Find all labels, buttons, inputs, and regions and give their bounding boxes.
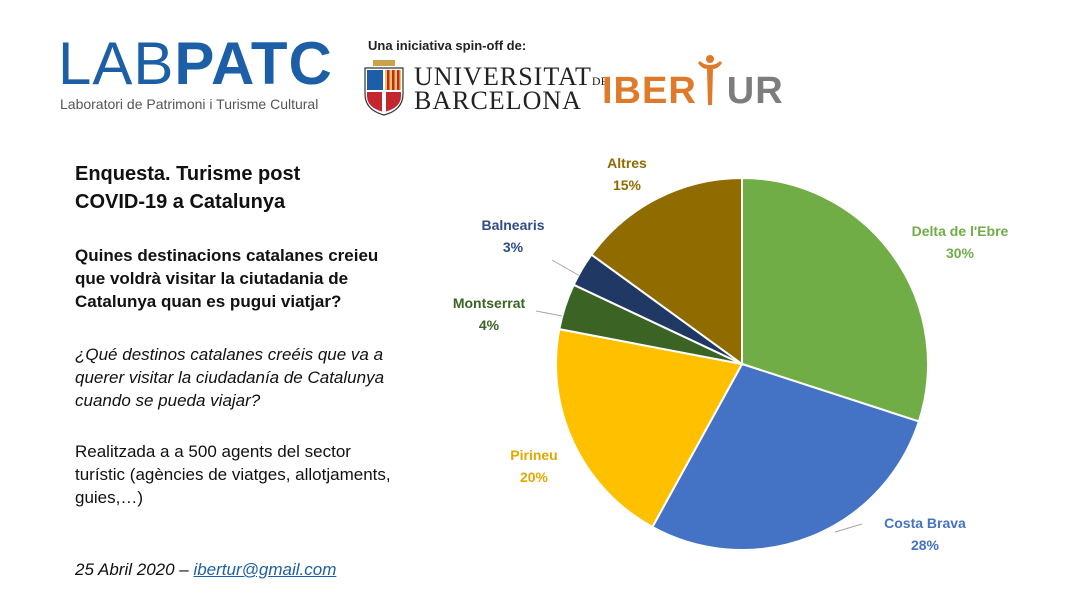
slice-label-balnearis: Balnearis xyxy=(481,217,544,233)
slice-value-costa-brava: 28% xyxy=(911,537,940,553)
labpatc-logo-bold: PATC xyxy=(174,30,333,97)
slice-value-montserrat: 4% xyxy=(479,317,500,333)
footer: 25 Abril 2020 – ibertur@gmail.com xyxy=(75,560,336,580)
university-name-line2: BARCELONA xyxy=(414,86,582,115)
labpatc-logo: LABPATC xyxy=(58,34,333,94)
survey-methodology: Realitzada a a 500 agents del sector tur… xyxy=(75,442,391,507)
leader-line-montserrat xyxy=(535,310,563,317)
slice-value-balnearis: 3% xyxy=(503,239,524,255)
university-name-line1: UNIVERSITATDE xyxy=(414,62,608,92)
spinoff-label: Una iniciativa spin-off de: xyxy=(368,38,527,53)
slice-label-altres: Altres xyxy=(607,155,647,171)
labpatc-logo-thin: LAB xyxy=(58,30,175,97)
leader-line-balnearis xyxy=(551,259,581,277)
pie-slice-costa-brava xyxy=(651,362,921,551)
ibertur-logo: IBER UR xyxy=(602,70,784,113)
footer-date: 25 Abril 2020 – xyxy=(75,560,194,579)
slice-value-delta-de-l-ebre: 30% xyxy=(946,245,975,261)
survey-title: Enquesta. Turisme post COVID-19 a Catalu… xyxy=(75,163,301,213)
question-catalan: Quines destinacions catalanes creieu que… xyxy=(75,246,379,311)
slice-label-pirineu: Pirineu xyxy=(510,447,557,463)
ibertur-logo-part2: UR xyxy=(726,70,784,112)
ub-line1-de: DE xyxy=(591,74,608,88)
question-spanish: ¿Qué destinos catalanes creéis que va a … xyxy=(75,345,385,410)
footer-email-link[interactable]: ibertur@gmail.com xyxy=(193,560,337,579)
ibertur-logo-part1: IBER xyxy=(602,70,697,112)
slice-label-montserrat: Montserrat xyxy=(453,295,526,311)
pie-slice-pirineu xyxy=(555,327,744,529)
pie-slice-delta-de-l-ebre xyxy=(741,176,929,423)
leader-line-costa-brava xyxy=(834,523,863,533)
slice-value-pirineu: 20% xyxy=(520,469,549,485)
slice-value-altres: 15% xyxy=(613,177,642,193)
ibertur-figure-icon xyxy=(698,55,722,105)
slice-label-costa-brava: Costa Brava xyxy=(884,515,966,531)
university-shield-icon xyxy=(364,60,404,116)
ub-line1-text: UNIVERSITAT xyxy=(414,62,592,91)
labpatc-subtitle: Laboratori de Patrimoni i Turisme Cultur… xyxy=(60,96,319,112)
slice-label-delta-de-l-ebre: Delta de l'Ebre xyxy=(912,223,1009,239)
pie-slice-altres xyxy=(590,176,743,366)
